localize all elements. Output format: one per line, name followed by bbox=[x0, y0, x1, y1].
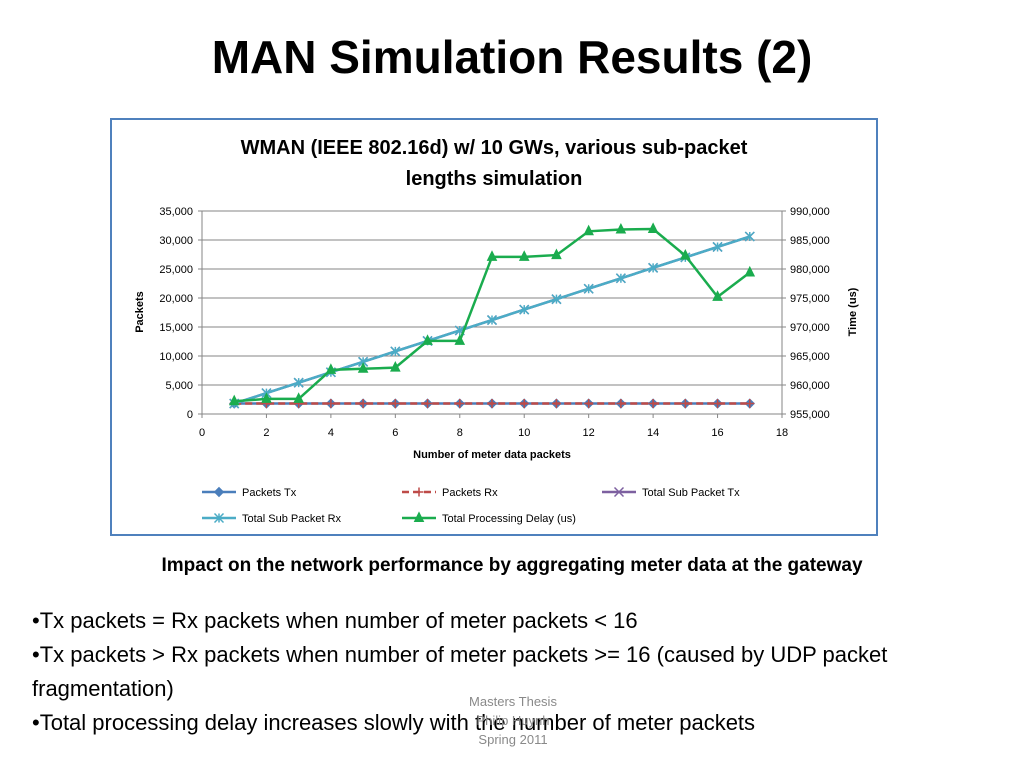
bullet-list: •Tx packets = Rx packets when number of … bbox=[32, 604, 992, 740]
x-tick-label: 16 bbox=[711, 427, 723, 439]
y2-tick-label: 965,000 bbox=[790, 351, 830, 363]
y2-tick-label: 970,000 bbox=[790, 322, 830, 334]
y-tick-label: 5,000 bbox=[165, 380, 193, 392]
data-point bbox=[390, 360, 401, 372]
chart-title: WMAN (IEEE 802.16d) w/ 10 GWs, various s… bbox=[241, 137, 748, 159]
legend-label: Total Sub Packet Rx bbox=[242, 513, 342, 525]
x-tick-label: 10 bbox=[518, 427, 530, 439]
legend-label: Packets Tx bbox=[242, 487, 297, 499]
data-point bbox=[422, 334, 433, 345]
data-point bbox=[712, 290, 723, 301]
x-tick-label: 12 bbox=[583, 427, 595, 439]
data-point bbox=[615, 273, 626, 284]
data-point bbox=[486, 250, 498, 261]
legend-marker bbox=[213, 512, 225, 524]
y2-tick-label: 960,000 bbox=[790, 380, 830, 392]
data-point bbox=[326, 399, 336, 409]
data-point bbox=[261, 392, 272, 403]
data-point bbox=[293, 377, 304, 388]
data-point bbox=[647, 222, 659, 233]
legend-marker bbox=[213, 486, 225, 498]
data-point bbox=[518, 250, 530, 261]
data-point bbox=[584, 399, 594, 409]
data-point bbox=[454, 334, 466, 345]
slide-footer: Masters Thesis Philip Huynh Spring 2011 bbox=[413, 692, 613, 749]
data-point bbox=[551, 399, 561, 409]
legend-label: Total Sub Packet Tx bbox=[642, 487, 740, 499]
data-point bbox=[390, 399, 400, 409]
data-point bbox=[551, 248, 562, 260]
data-point bbox=[519, 399, 529, 409]
data-point bbox=[615, 222, 627, 234]
x-tick-label: 18 bbox=[776, 427, 788, 439]
footer-line: Philip Huynh bbox=[476, 713, 550, 728]
y-tick-label: 20,000 bbox=[159, 293, 193, 305]
data-point bbox=[390, 346, 401, 357]
data-point bbox=[744, 231, 755, 242]
data-point bbox=[745, 399, 755, 409]
data-point bbox=[228, 394, 240, 406]
data-point bbox=[713, 399, 723, 409]
data-point bbox=[293, 392, 304, 403]
data-point bbox=[357, 362, 369, 373]
y-axis-label: Packets bbox=[134, 291, 146, 333]
data-point bbox=[486, 315, 498, 326]
chart-frame: WMAN (IEEE 802.16d) w/ 10 GWs, various s… bbox=[110, 118, 878, 536]
data-point bbox=[680, 399, 690, 409]
x-tick-label: 14 bbox=[647, 427, 659, 439]
x-tick-label: 4 bbox=[328, 427, 334, 439]
y2-tick-label: 955,000 bbox=[790, 409, 830, 421]
y-tick-label: 10,000 bbox=[159, 351, 193, 363]
data-point bbox=[583, 283, 594, 294]
y-tick-label: 30,000 bbox=[159, 235, 193, 247]
data-point bbox=[680, 249, 691, 260]
data-point bbox=[325, 363, 337, 374]
legend-marker bbox=[613, 486, 625, 498]
data-point bbox=[648, 399, 658, 409]
legend-label: Packets Rx bbox=[442, 487, 498, 499]
y2-axis-label: Time (us) bbox=[847, 287, 859, 336]
data-point bbox=[712, 241, 723, 252]
x-tick-label: 6 bbox=[392, 427, 398, 439]
bullet-item: •Tx packets > Rx packets when number of … bbox=[32, 642, 888, 701]
x-tick-label: 8 bbox=[457, 427, 463, 439]
data-point bbox=[519, 304, 530, 315]
chart-svg: WMAN (IEEE 802.16d) w/ 10 GWs, various s… bbox=[134, 137, 859, 525]
data-point bbox=[487, 399, 497, 409]
data-point bbox=[744, 265, 756, 277]
bullet-item: •Total processing delay increases slowly… bbox=[32, 710, 756, 735]
y2-tick-label: 975,000 bbox=[790, 293, 830, 305]
x-tick-label: 2 bbox=[263, 427, 269, 439]
chart-title: lengths simulation bbox=[406, 168, 583, 190]
slide-caption: Impact on the network performance by agg… bbox=[161, 555, 863, 576]
bullet-item: •Tx packets = Rx packets when number of … bbox=[32, 608, 638, 633]
data-point bbox=[423, 399, 433, 409]
data-point bbox=[358, 399, 368, 409]
y-tick-label: 35,000 bbox=[159, 206, 193, 218]
slide-title: MAN Simulation Results (2) bbox=[211, 31, 813, 83]
data-point bbox=[551, 294, 562, 305]
y-tick-label: 0 bbox=[187, 409, 193, 421]
legend-marker bbox=[413, 511, 425, 522]
data-point bbox=[455, 399, 465, 409]
data-point bbox=[648, 262, 659, 273]
y-tick-label: 15,000 bbox=[159, 322, 193, 334]
footer-line: Masters Thesis bbox=[469, 694, 557, 709]
footer-line: Spring 2011 bbox=[478, 732, 548, 747]
legend-label: Total Processing Delay (us) bbox=[442, 513, 576, 525]
data-point bbox=[616, 399, 626, 409]
x-tick-label: 0 bbox=[199, 427, 205, 439]
y-tick-label: 25,000 bbox=[159, 264, 193, 276]
y2-tick-label: 990,000 bbox=[790, 206, 830, 218]
y2-tick-label: 985,000 bbox=[790, 235, 830, 247]
y2-tick-label: 980,000 bbox=[790, 264, 830, 276]
x-axis-label: Number of meter data packets bbox=[413, 449, 571, 461]
data-point bbox=[583, 224, 594, 236]
legend-marker bbox=[414, 487, 424, 497]
